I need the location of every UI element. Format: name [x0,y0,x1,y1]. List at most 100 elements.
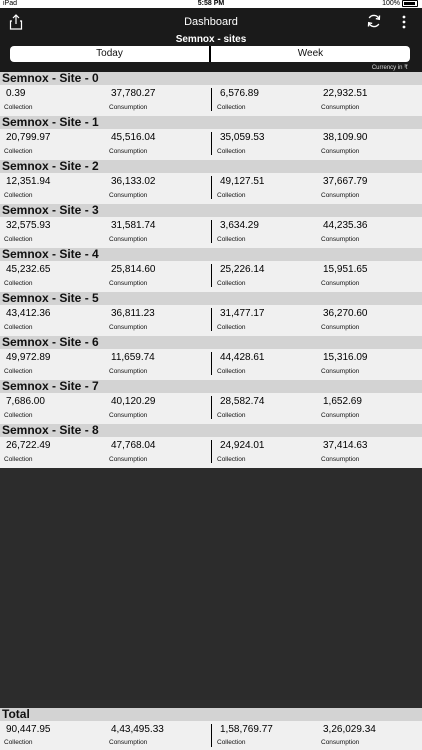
status-time: 5:58 PM [197,0,225,7]
collection-label: Collection [217,192,246,199]
collection-label: Collection [217,148,246,155]
consumption-label: Consumption [109,412,148,419]
total-today-consumption-value: 4,43,495.33 [111,724,164,735]
consumption-label: Consumption [321,739,360,746]
today-consumption-value: 40,120.29 [111,396,156,407]
today-consumption-value: 36,133.02 [111,176,156,187]
period-divider [211,264,212,287]
week-consumption-value: 22,932.51 [323,88,368,99]
collection-label: Collection [217,739,246,746]
today-collection-value: 20,799.97 [6,132,51,143]
week-collection-value: 49,127.51 [220,176,265,187]
tab-today[interactable]: Today [96,48,123,59]
collection-label: Collection [217,456,246,463]
week-consumption-value: 37,414.63 [323,440,368,451]
site-row[interactable]: Semnox - Site - 0 0.39 37,780.27 6,576.8… [0,72,422,116]
today-consumption-value: 47,768.04 [111,440,156,451]
consumption-label: Consumption [109,456,148,463]
week-collection-value: 35,059.53 [220,132,265,143]
site-row[interactable]: Semnox - Site - 5 43,412.36 36,811.23 31… [0,292,422,336]
today-consumption-value: 11,659.74 [111,352,155,363]
site-name: Semnox - Site - 0 [0,72,422,85]
consumption-label: Consumption [321,280,360,287]
week-consumption-value: 1,652.69 [323,396,362,407]
period-divider [211,308,212,331]
site-values: 26,722.49 47,768.04 24,924.01 37,414.63 … [0,437,422,468]
site-name: Semnox - Site - 7 [0,380,422,393]
today-consumption-value: 31,581.74 [111,220,156,231]
collection-label: Collection [217,412,246,419]
collection-label: Collection [4,739,33,746]
currency-note: Currency in ₹ [371,65,408,71]
site-name: Semnox - Site - 4 [0,248,422,261]
site-row[interactable]: Semnox - Site - 1 20,799.97 45,516.04 35… [0,116,422,160]
site-name: Semnox - Site - 8 [0,424,422,437]
collection-label: Collection [4,148,33,155]
total-values: 90,447.95 4,43,495.33 1,58,769.77 3,26,0… [0,721,422,750]
today-consumption-value: 45,516.04 [111,132,156,143]
more-vertical-icon[interactable] [400,14,408,30]
today-collection-value: 7,686.00 [6,396,45,407]
site-values: 43,412.36 36,811.23 31,477.17 36,270.60 … [0,305,422,336]
consumption-label: Consumption [321,236,360,243]
consumption-label: Consumption [321,148,360,155]
site-values: 0.39 37,780.27 6,576.89 22,932.51 Collec… [0,85,422,116]
collection-label: Collection [4,280,33,287]
site-values: 32,575.93 31,581.74 3,634.29 44,235.36 C… [0,217,422,248]
week-consumption-value: 44,235.36 [323,220,368,231]
today-collection-value: 0.39 [6,88,26,99]
page-title: Dashboard [184,16,238,28]
consumption-label: Consumption [109,368,148,375]
total-week-consumption-value: 3,26,029.34 [323,724,376,735]
week-consumption-value: 15,316.09 [323,352,368,363]
period-divider [211,88,212,111]
collection-label: Collection [4,192,33,199]
site-row[interactable]: Semnox - Site - 7 7,686.00 40,120.29 28,… [0,380,422,424]
week-collection-value: 44,428.61 [220,352,265,363]
consumption-label: Consumption [109,192,148,199]
site-row[interactable]: Semnox - Site - 6 49,972.89 11,659.74 44… [0,336,422,380]
today-consumption-value: 37,780.27 [111,88,156,99]
site-row[interactable]: Semnox - Site - 3 32,575.93 31,581.74 3,… [0,204,422,248]
week-collection-value: 3,634.29 [220,220,259,231]
site-values: 49,972.89 11,659.74 44,428.61 15,316.09 … [0,349,422,380]
today-collection-value: 26,722.49 [6,440,51,451]
period-divider [211,176,212,199]
site-row[interactable]: Semnox - Site - 2 12,351.94 36,133.02 49… [0,160,422,204]
collection-label: Collection [4,412,33,419]
collection-label: Collection [4,324,33,331]
today-collection-value: 12,351.94 [6,176,51,187]
battery-percent: 100% [382,0,400,7]
collection-label: Collection [217,368,246,375]
site-row[interactable]: Semnox - Site - 8 26,722.49 47,768.04 24… [0,424,422,468]
tab-week[interactable]: Week [297,48,324,59]
consumption-label: Consumption [109,104,148,111]
collection-label: Collection [217,324,246,331]
period-divider [211,440,212,463]
consumption-label: Consumption [321,368,360,375]
collection-label: Collection [4,456,33,463]
period-divider [211,132,212,155]
refresh-icon[interactable] [366,13,382,29]
period-divider [211,352,212,375]
site-name: Semnox - Site - 6 [0,336,422,349]
week-collection-value: 31,477.17 [220,308,265,319]
consumption-label: Consumption [321,104,360,111]
consumption-label: Consumption [109,324,148,331]
consumption-label: Consumption [109,739,148,746]
week-collection-value: 6,576.89 [220,88,259,99]
section-subtitle: Semnox - sites [175,34,247,45]
total-summary: Total 90,447.95 4,43,495.33 1,58,769.77 … [0,708,422,750]
site-name: Semnox - Site - 3 [0,204,422,217]
week-collection-value: 24,924.01 [220,440,265,451]
site-values: 12,351.94 36,133.02 49,127.51 37,667.79 … [0,173,422,204]
share-icon[interactable] [8,14,24,30]
site-row[interactable]: Semnox - Site - 4 45,232.65 25,814.60 25… [0,248,422,292]
today-collection-value: 32,575.93 [6,220,51,231]
consumption-label: Consumption [109,236,148,243]
battery-indicator: 100% [382,0,418,7]
today-collection-value: 45,232.65 [6,264,51,275]
period-divider [211,724,212,747]
site-name: Semnox - Site - 1 [0,116,422,129]
collection-label: Collection [4,236,33,243]
